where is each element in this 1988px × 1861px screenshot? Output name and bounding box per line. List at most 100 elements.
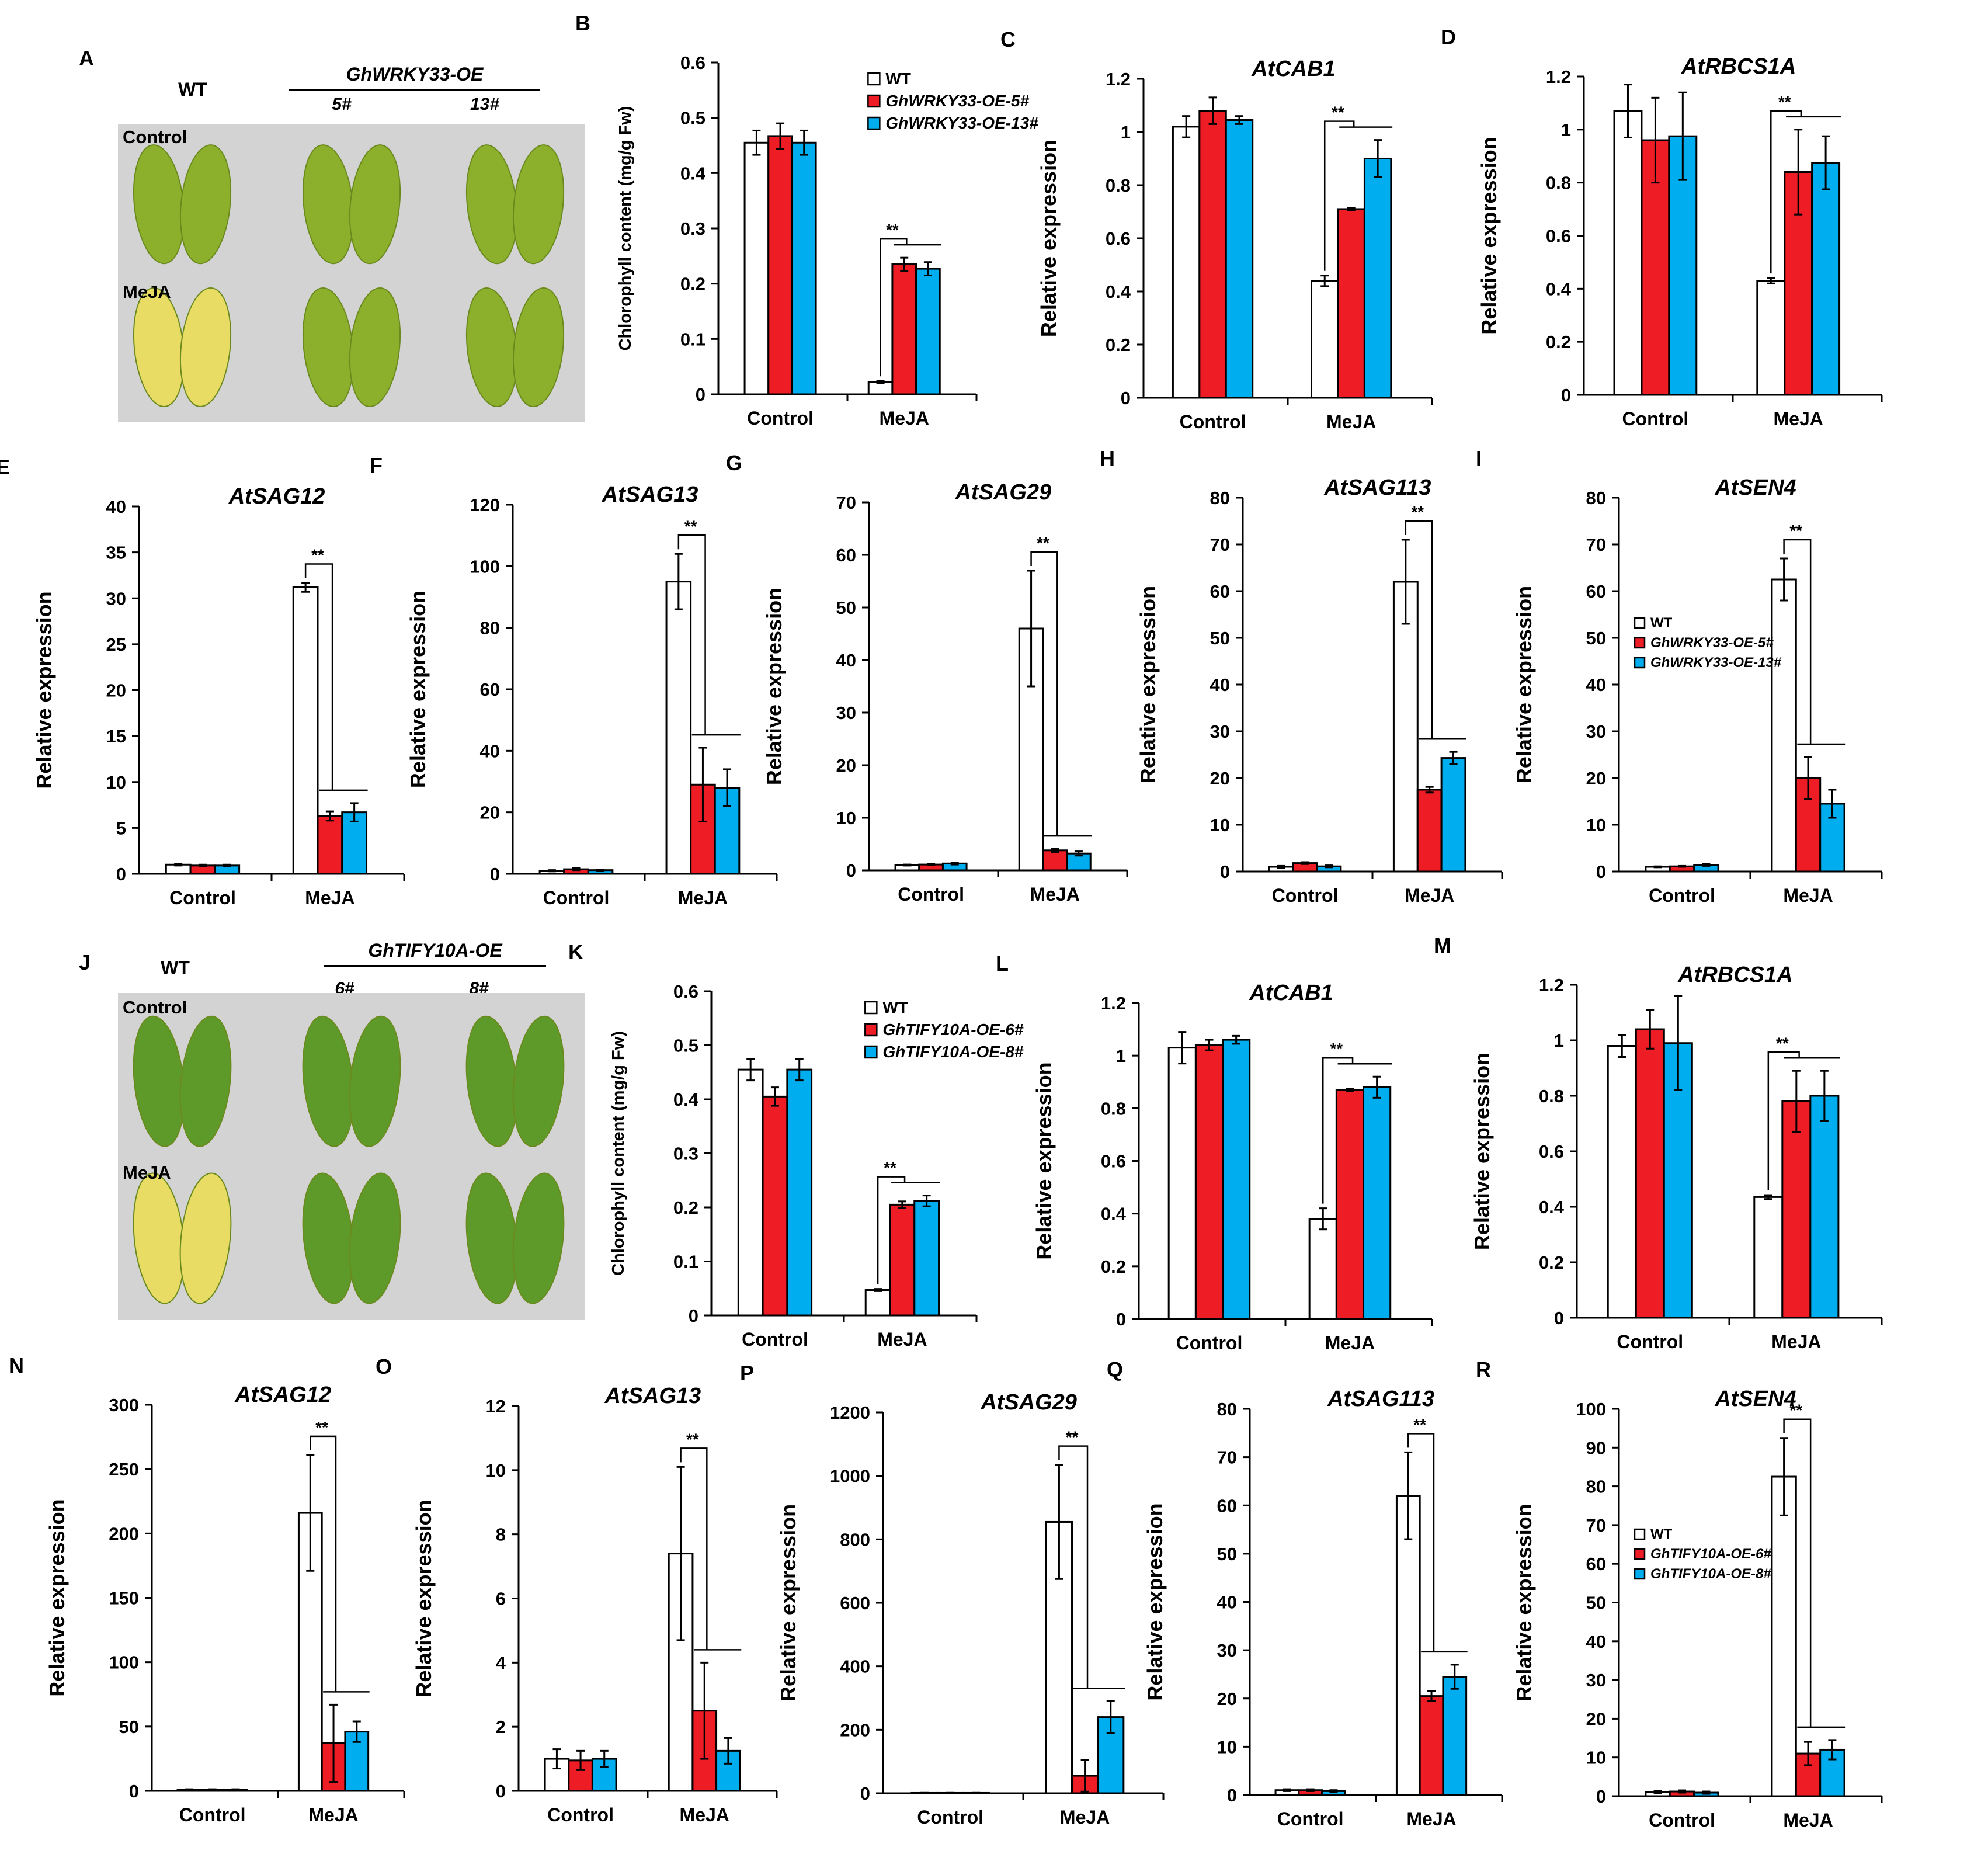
x-category-label: Control [742, 1329, 808, 1350]
y-axis-label: Chlorophyll content (mg/g Fw) [609, 1031, 628, 1276]
x-category-label: MeJA [1406, 1808, 1456, 1829]
y-tick-label: 2 [496, 1717, 506, 1737]
y-tick-label: 20 [1586, 1709, 1606, 1729]
y-axis-label: Relative expression [1512, 586, 1536, 783]
y-tick-label: 20 [1210, 768, 1230, 789]
y-tick-label: 0.5 [673, 1036, 698, 1056]
chart-title: AtRBCS1A [1677, 963, 1792, 987]
y-tick-label: 30 [1217, 1640, 1237, 1661]
y-tick-label: 300 [109, 1395, 139, 1415]
significance-bracket [310, 1435, 337, 1692]
y-tick-label: 40 [480, 741, 500, 761]
y-axis-label: Relative expression [412, 1499, 436, 1697]
bar [341, 811, 368, 875]
x-category-label: Control [1649, 885, 1715, 906]
bar [743, 141, 770, 395]
y-tick-label: 40 [106, 497, 126, 517]
legend-label: GhTIFY10A-OE-6# [882, 1020, 1024, 1039]
y-tick-label: 0.1 [680, 329, 705, 349]
y-tick-label: 1.2 [1546, 67, 1571, 87]
significance-stars: ** [1037, 534, 1049, 552]
bar [786, 1068, 813, 1317]
y-tick-label: 10 [106, 772, 126, 793]
panel-letter: K [568, 940, 583, 964]
x-category-label: MeJA [877, 1329, 927, 1350]
legend: WT GhWRKY33-OE-5# GhWRKY33-OE-13# [1634, 615, 1782, 671]
chart-panel-I: I AtSEN4 Relative expression 0 10 20 30 40 50 60 7… [1476, 446, 1883, 906]
leaf-icon [179, 1015, 232, 1147]
significance-bracket [1405, 520, 1433, 739]
y-tick-label: 1 [1121, 122, 1131, 143]
chart-panel-O: O AtSAG13 Relative expression 0 2 4 6 8 10 12 Cont… [376, 1355, 778, 1825]
line-label: 5# [332, 95, 352, 114]
x-category-label: MeJA [880, 408, 929, 429]
y-tick-label: 50 [1586, 628, 1606, 648]
y-tick-label: 1.2 [1106, 69, 1131, 89]
legend-label: GhTIFY10A-OE-6# [1650, 1546, 1771, 1562]
panel-letter: I [1476, 446, 1482, 470]
legend: WT GhTIFY10A-OE-6# GhTIFY10A-OE-8# [864, 998, 1024, 1061]
panel-letter: J [79, 950, 91, 974]
y-tick-label: 20 [480, 803, 500, 823]
y-tick-label: 20 [836, 755, 856, 776]
x-category-label: Control [1617, 1331, 1683, 1352]
y-tick-label: 0.3 [680, 218, 705, 239]
y-tick-label: 1 [1116, 1046, 1126, 1066]
significance-stars: ** [311, 546, 324, 564]
x-category-label: Control [169, 887, 236, 908]
significance-bracket [1030, 551, 1058, 836]
y-tick-label: 100 [109, 1652, 139, 1673]
chart-panel-L: L AtCAB1 Relative expression 0 0.2 0.4 0.6 0.8 1… [996, 952, 1433, 1353]
bar [665, 581, 692, 875]
y-tick-label: 0.2 [1106, 335, 1131, 355]
leaf-icon [349, 1172, 401, 1304]
bar [1225, 119, 1254, 399]
x-category-label: Control [898, 884, 964, 905]
x-category-label: MeJA [1783, 1810, 1833, 1831]
y-tick-label: 0 [1596, 1786, 1606, 1807]
x-category-label: Control [917, 1807, 983, 1828]
significance-bracket [877, 1176, 906, 1284]
bar [1337, 208, 1365, 399]
bar [1308, 1218, 1337, 1320]
bar [292, 586, 319, 875]
significance-bracket [1058, 1445, 1089, 1689]
condition-label: MeJA [123, 1162, 171, 1183]
bar [1416, 789, 1443, 873]
y-tick-label: 80 [480, 618, 500, 638]
bar [1395, 1495, 1421, 1796]
y-tick-label: 12 [486, 1396, 506, 1416]
significance-stars: ** [1776, 1034, 1789, 1052]
y-tick-label: 8 [496, 1525, 506, 1545]
x-category-label: Control [1180, 411, 1246, 432]
x-category-label: MeJA [1030, 884, 1080, 905]
y-tick-label: 0.8 [1539, 1086, 1564, 1106]
significance-stars: ** [884, 1159, 896, 1177]
chart-panel-H: H AtSAG113 Relative expression 0 10 20 30 40 50 6… [1100, 446, 1503, 906]
legend-swatch [1634, 617, 1646, 629]
leaf-icon [179, 144, 232, 265]
y-tick-label: 10 [1586, 1748, 1606, 1768]
y-tick-label: 0 [490, 864, 500, 884]
x-category-label: MeJA [305, 887, 354, 908]
y-tick-label: 0.2 [1546, 332, 1571, 352]
y-tick-label: 0.6 [1546, 226, 1571, 246]
bar [1635, 1028, 1665, 1319]
legend-label: GhWRKY33-OE-13# [885, 114, 1038, 132]
legend-label: WT [1650, 1526, 1673, 1542]
panel-letter: M [1434, 933, 1451, 957]
y-tick-label: 80 [1217, 1399, 1237, 1419]
chart-panel-C: C AtCAB1 Relative expression 0 0.2 0.4 0.6 0.8 1… [1000, 27, 1433, 432]
y-tick-label: 40 [836, 650, 856, 671]
significance-stars: ** [1789, 1401, 1802, 1419]
chart-title: AtRBCS1A [1681, 54, 1796, 79]
bar [1194, 1044, 1224, 1320]
y-tick-label: 70 [1210, 534, 1230, 555]
y-axis-label: Relative expression [1136, 586, 1160, 783]
y-tick-label: 40 [1586, 1631, 1606, 1652]
y-tick-label: 0 [1596, 862, 1606, 882]
y-tick-label: 80 [1586, 488, 1606, 508]
y-tick-label: 30 [1586, 1670, 1606, 1690]
y-tick-label: 0 [116, 864, 126, 884]
